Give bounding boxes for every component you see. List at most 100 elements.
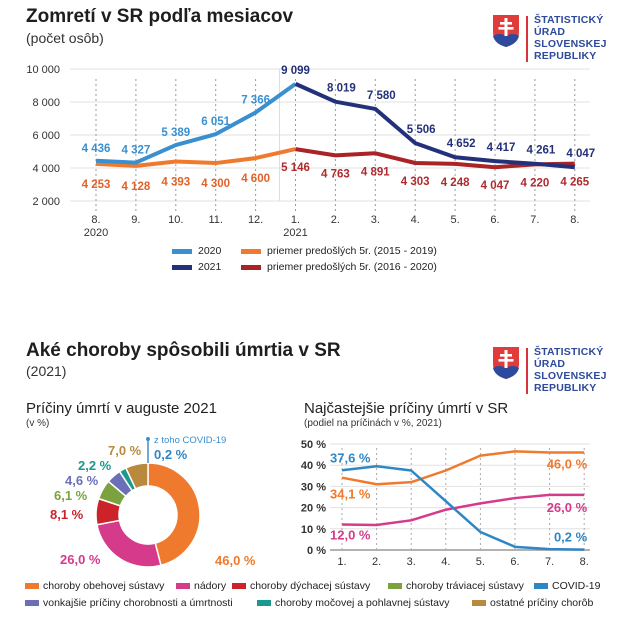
legend-swatch xyxy=(172,264,192,270)
x-tick-label: 7. xyxy=(545,556,554,568)
data-label: 4 300 xyxy=(201,178,230,190)
y-tick-label: 50 % xyxy=(301,439,326,451)
legend-item: choroby tráviacej sústavy xyxy=(388,580,524,592)
legend-swatch xyxy=(534,583,548,590)
causes-trend-chart: 0 % 10 % 20 % 30 % 40 % 50 % 1. 2. 3. 4. 5. 6. 7. 8. 3… xyxy=(301,439,590,568)
logo-divider xyxy=(526,348,528,394)
donut-subtitle: (v %) xyxy=(26,418,50,429)
legend-label: choroby dýchacej sústavy xyxy=(250,580,371,592)
data-label: 4 248 xyxy=(441,177,470,189)
x-tick-label: 2. xyxy=(372,556,381,568)
data-label: 4 393 xyxy=(161,177,190,189)
covid-annotation-text: z toho COVID-19 xyxy=(154,435,226,446)
data-label: 7 580 xyxy=(367,90,396,102)
section2-subtitle: (2021) xyxy=(26,363,67,379)
y-tick-label: 0 % xyxy=(307,545,326,557)
data-label: 4 303 xyxy=(401,176,430,188)
x-tick-label: 11. xyxy=(208,214,222,226)
data-label: 4 327 xyxy=(122,145,151,157)
logo-line: SLOVENSKEJ xyxy=(534,370,607,382)
data-label: 4 600 xyxy=(241,173,270,185)
x-tick-label: 2. xyxy=(331,214,340,226)
y-tick-label: 30 % xyxy=(301,481,326,493)
logo-text: ŠTATISTICKÝ ÚRAD SLOVENSKEJ REPUBLIKY xyxy=(534,14,607,62)
x-tick-label: 5. xyxy=(476,556,485,568)
series-line-2020 xyxy=(95,82,297,165)
first-value-label: 12,0 % xyxy=(330,528,371,543)
section2-title: Aké choroby spôsobili úmrtia v SR xyxy=(26,340,341,361)
data-label: 9 099 xyxy=(281,65,310,77)
x-tick-label: 7. xyxy=(530,214,539,226)
data-label: 4 417 xyxy=(487,142,516,154)
y-tick-label: 6 000 xyxy=(32,130,60,142)
y-tick-label: 20 % xyxy=(301,503,326,515)
data-label: 4 047 xyxy=(566,148,595,160)
series-line-2021 xyxy=(294,82,575,170)
legend-swatch xyxy=(25,583,39,590)
series-line-n-dory xyxy=(341,493,585,527)
last-value-label: 0,2 % xyxy=(554,530,588,545)
section1-subtitle: (počet osôb) xyxy=(26,30,104,46)
x-tick-label: 9. xyxy=(131,214,140,226)
data-label: 4 253 xyxy=(82,179,111,191)
slice-label: 4,6 % xyxy=(65,473,99,488)
legend-label: 2021 xyxy=(198,261,222,273)
legend-label: COVID-19 xyxy=(552,580,601,592)
legend-label: nádory xyxy=(194,580,227,592)
legend-item-2021: 2021 xyxy=(172,261,221,273)
legend-item-2020: 2020 xyxy=(172,245,221,257)
legend-swatch xyxy=(257,600,271,607)
causes-legend: choroby obehovej sústavy nádory choroby … xyxy=(0,580,640,620)
slice-label: 46,0 % xyxy=(215,553,256,568)
x-tick-label: 12. xyxy=(248,214,263,226)
data-label: 6 051 xyxy=(201,116,230,128)
first-value-label: 37,6 % xyxy=(330,450,371,465)
last-value-label: 46,0 % xyxy=(547,456,588,471)
logo-line: REPUBLIKY xyxy=(534,382,597,394)
slice-label: 26,0 % xyxy=(60,552,101,567)
legend-item: vonkajšie príčiny chorobnosti a úmrtnost… xyxy=(25,597,233,609)
legend-swatch xyxy=(241,264,261,270)
donut-title: Príčiny úmrtí v auguste 2021 xyxy=(26,400,217,417)
logo-line: SLOVENSKEJ xyxy=(534,38,607,50)
legend-swatch xyxy=(241,248,261,254)
data-label: 5 506 xyxy=(407,124,436,136)
legend-item: nádory xyxy=(176,580,226,592)
data-label: 4 261 xyxy=(527,145,556,157)
legend-item: ostatné príčiny chorôb xyxy=(472,597,593,609)
legend-item-avg-2016-2020: priemer predošlých 5r. (2016 - 2020) xyxy=(241,261,437,273)
x-tick-label: 4. xyxy=(441,556,450,568)
trend-subtitle: (podiel na príčinách v %, 2021) xyxy=(304,418,442,429)
legend-item: choroby dýchacej sústavy xyxy=(232,580,370,592)
x-tick-label: 6. xyxy=(490,214,499,226)
legend-label: priemer predošlých 5r. (2015 - 2019) xyxy=(267,245,437,257)
legend-swatch xyxy=(472,600,486,607)
slice-label: 2,2 % xyxy=(78,458,112,473)
data-label: 4 652 xyxy=(447,138,476,150)
legend-item-avg-2015-2019: priemer predošlých 5r. (2015 - 2019) xyxy=(241,245,437,257)
y-tick-label: 10 % xyxy=(301,524,326,536)
data-label: 4 265 xyxy=(560,177,589,189)
logo-line: ÚRAD xyxy=(534,358,566,370)
slice-label: 8,1 % xyxy=(50,507,84,522)
logo-line: REPUBLIKY xyxy=(534,50,597,62)
logo: ŠTATISTICKÝ ÚRAD SLOVENSKEJ REPUBLIKY xyxy=(490,12,620,68)
legend-label: priemer predošlých 5r. (2016 - 2020) xyxy=(267,261,437,273)
series-line-choroby-obehovej-s-stavy xyxy=(341,450,585,486)
data-label: 4 763 xyxy=(321,168,350,180)
legend-label: choroby tráviacej sústavy xyxy=(406,580,524,592)
y-tick-label: 8 000 xyxy=(32,97,60,109)
data-label: 8 019 xyxy=(327,83,356,95)
x-tick-label: 8. xyxy=(91,214,100,226)
x-tick-label: 8. xyxy=(580,556,589,568)
year-label: 2020 xyxy=(84,227,108,239)
legend-label: vonkajšie príčiny chorobnosti a úmrtnost… xyxy=(43,597,233,609)
x-tick-label: 3. xyxy=(371,214,380,226)
x-tick-label: 1. xyxy=(291,214,300,226)
slice-label: 6,1 % xyxy=(54,488,88,503)
section1-title: Zomretí v SR podľa mesiacov xyxy=(26,6,294,27)
logo-line: ÚRAD xyxy=(534,26,566,38)
last-value-label: 26,0 % xyxy=(547,500,588,515)
monthly-deaths-chart: 2 000 4 000 6 000 8 000 10 000 8. 9. 10. 11. 12. 1… xyxy=(26,64,595,239)
data-label: 4 220 xyxy=(521,177,550,189)
